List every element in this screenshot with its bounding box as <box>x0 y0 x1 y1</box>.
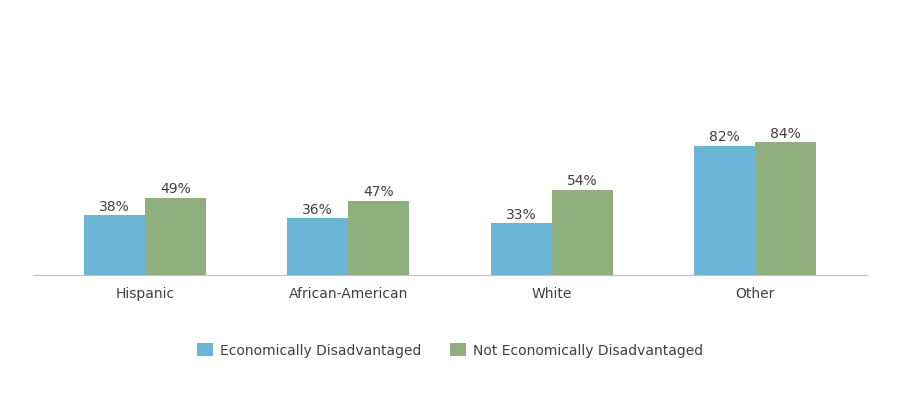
Bar <box>84 216 145 275</box>
Bar <box>348 202 410 275</box>
Bar <box>552 190 613 275</box>
Text: 47%: 47% <box>364 185 394 199</box>
Bar <box>694 146 755 275</box>
Legend: Economically Disadvantaged, Not Economically Disadvantaged: Economically Disadvantaged, Not Economic… <box>191 338 709 363</box>
Text: 82%: 82% <box>709 130 740 144</box>
Text: 49%: 49% <box>160 182 191 196</box>
Text: 84%: 84% <box>770 127 801 141</box>
Bar <box>491 223 552 275</box>
Bar <box>145 198 206 275</box>
Bar <box>287 219 348 275</box>
Text: 38%: 38% <box>99 199 130 213</box>
Text: 33%: 33% <box>506 207 536 221</box>
Text: 36%: 36% <box>302 202 333 216</box>
Bar <box>755 143 816 275</box>
Text: 54%: 54% <box>567 174 598 188</box>
